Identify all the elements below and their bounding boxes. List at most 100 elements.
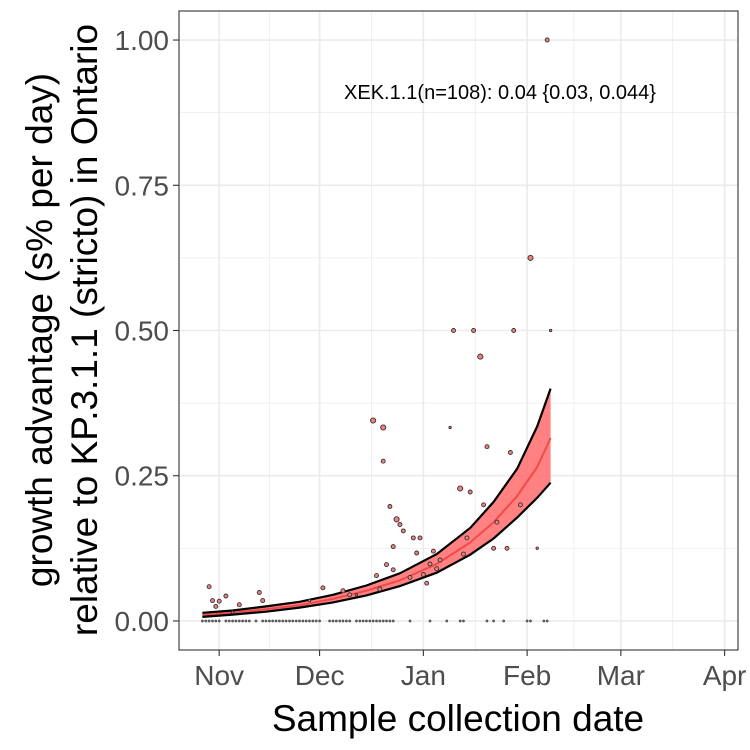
data-point xyxy=(207,619,211,623)
y-tick-label: 1.00 xyxy=(115,25,170,56)
data-point xyxy=(457,485,464,492)
data-point xyxy=(347,592,353,598)
data-point xyxy=(407,574,413,580)
data-point xyxy=(380,458,386,464)
y-tick-label: 0.75 xyxy=(115,170,170,201)
data-point xyxy=(334,619,338,623)
data-point xyxy=(504,545,510,551)
data-point xyxy=(338,619,342,623)
data-point xyxy=(231,619,235,623)
data-point xyxy=(230,610,235,614)
data-point xyxy=(420,572,426,577)
x-tick-label: Apr xyxy=(703,660,747,691)
data-point xyxy=(414,550,420,556)
data-point xyxy=(281,619,285,623)
data-point xyxy=(206,584,212,590)
data-point xyxy=(378,619,382,623)
data-point xyxy=(430,548,436,554)
plot-panel xyxy=(178,10,739,651)
data-point xyxy=(341,619,345,623)
data-point xyxy=(437,557,443,563)
x-axis: Nov Dec Jan Feb Mar Apr xyxy=(194,650,746,691)
data-point xyxy=(344,619,348,623)
data-point xyxy=(461,551,466,557)
x-tick-label: Feb xyxy=(503,660,551,691)
data-point xyxy=(254,619,258,623)
data-point xyxy=(377,586,383,592)
x-tick-label: Mar xyxy=(597,660,645,691)
data-point xyxy=(294,619,298,623)
data-point xyxy=(477,353,484,360)
fit-annotation: XEK.1.1(n=108): 0.04 {0.03, 0.044} xyxy=(344,82,656,104)
y-tick-label: 0.50 xyxy=(115,316,170,347)
data-point xyxy=(211,619,214,623)
data-point xyxy=(527,254,534,261)
data-point xyxy=(385,619,388,623)
data-point xyxy=(358,619,362,623)
data-point xyxy=(462,619,465,623)
data-point xyxy=(288,619,291,623)
upper-bound-line xyxy=(202,388,552,614)
data-point xyxy=(427,561,433,567)
data-point xyxy=(277,619,281,623)
data-point xyxy=(374,573,379,579)
data-point xyxy=(348,619,352,623)
y-tick-label: 0.00 xyxy=(115,606,170,637)
data-point xyxy=(467,489,473,495)
data-point xyxy=(544,37,550,43)
data-point xyxy=(291,619,295,623)
data-point xyxy=(485,619,489,623)
data-point xyxy=(548,328,553,333)
data-point xyxy=(491,545,497,551)
data-point xyxy=(244,619,248,623)
x-axis-title: Sample collection date xyxy=(272,698,644,739)
data-point xyxy=(424,580,430,586)
data-points xyxy=(200,37,553,623)
data-point xyxy=(393,516,400,523)
lower-bound-line xyxy=(202,481,552,618)
data-point xyxy=(224,619,228,623)
data-point xyxy=(428,619,432,623)
y-axis-title-line-1: growth advantage (s% per day) xyxy=(19,73,60,587)
data-point xyxy=(274,619,278,623)
data-point xyxy=(213,603,219,609)
data-point xyxy=(529,619,532,623)
data-point xyxy=(234,619,238,623)
data-point xyxy=(304,619,308,623)
data-point xyxy=(517,502,523,508)
data-point xyxy=(264,619,268,623)
data-point xyxy=(397,522,403,527)
data-point xyxy=(261,619,265,623)
data-point xyxy=(241,619,245,623)
data-point xyxy=(451,328,456,333)
data-point xyxy=(471,328,477,333)
data-point xyxy=(464,535,470,541)
data-point xyxy=(542,619,546,623)
data-point xyxy=(371,619,375,623)
fit-line xyxy=(202,437,552,617)
data-point xyxy=(271,619,275,623)
data-point xyxy=(375,619,378,623)
x-tick-label: Jan xyxy=(401,660,446,691)
data-point xyxy=(267,619,271,623)
data-point xyxy=(458,619,462,623)
data-point xyxy=(301,619,305,623)
data-point xyxy=(388,619,392,623)
data-point xyxy=(216,598,222,604)
data-point xyxy=(380,424,387,431)
data-point xyxy=(448,425,452,430)
data-point xyxy=(256,590,262,595)
data-point xyxy=(227,619,231,623)
data-point xyxy=(247,619,251,623)
data-point xyxy=(507,450,513,455)
data-point xyxy=(494,519,500,525)
data-point xyxy=(502,619,506,623)
data-point xyxy=(370,417,377,424)
data-point xyxy=(200,619,204,623)
data-point xyxy=(381,619,385,623)
data-point xyxy=(354,593,359,597)
x-tick-label: Dec xyxy=(295,660,345,691)
major-gridlines xyxy=(179,11,738,650)
data-point xyxy=(387,504,393,509)
